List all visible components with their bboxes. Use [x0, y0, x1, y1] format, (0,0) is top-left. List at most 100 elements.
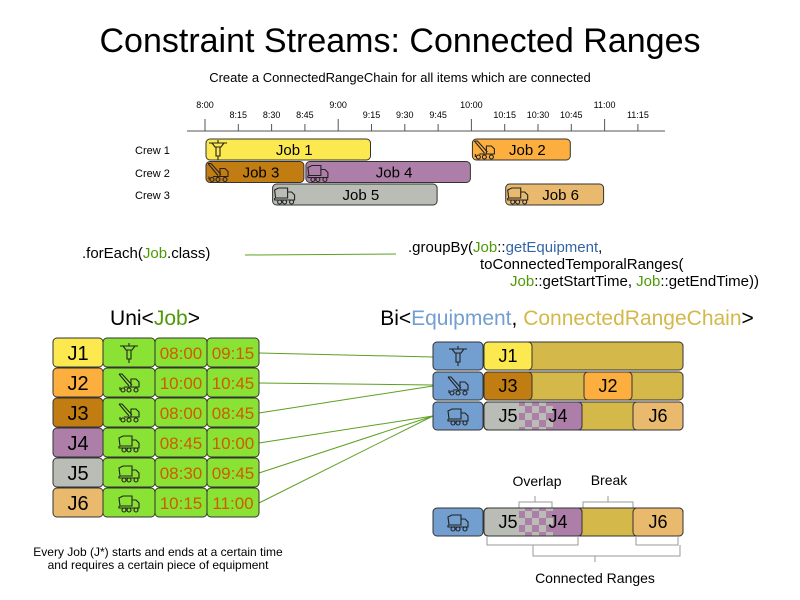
uni-row: J4 08:45 10:00 — [52, 427, 260, 458]
break-label: Break — [591, 472, 629, 488]
job-chip — [483, 341, 533, 371]
svg-text:J3: J3 — [498, 376, 517, 396]
uni-table: J1 08:00 09:15 J2 10:00 10:45 J3 08:00 08:45 J4 08… — [52, 337, 260, 518]
svg-text:toConnectedTemporalRanges(: toConnectedTemporalRanges( — [480, 256, 683, 273]
end-time: 10:00 — [212, 434, 255, 453]
svg-text:J4: J4 — [548, 406, 567, 426]
hour-tick-label: 11:00 — [594, 100, 616, 110]
job-bar-rect — [505, 183, 605, 206]
job-bar-label: Job 3 — [243, 165, 280, 182]
uni-row: J1 08:00 09:15 — [52, 337, 260, 368]
hour-tick-label: 10:00 — [460, 100, 483, 110]
timeline: 8:00 9:00 10:00 11:00 8:15 8:30 8:45 9:15 9:30 9:… — [135, 100, 665, 206]
start-time: 10:00 — [160, 374, 203, 393]
job-bar-rect — [205, 161, 305, 183]
quarter-tick-label: 9:15 — [363, 110, 381, 120]
end-time: 11:00 — [212, 494, 253, 513]
overlap-bracket — [518, 496, 553, 508]
page-title: Constraint Streams: Connected Ranges — [100, 22, 701, 60]
job-id: J5 — [67, 463, 88, 485]
range-brackets — [486, 537, 679, 546]
job-bar-label: Job 6 — [542, 187, 579, 204]
subtitle: Create a ConnectedRangeChain for all ite… — [209, 70, 591, 85]
bi-row-crane-truck: J3 J2 — [432, 371, 684, 401]
bi-row-dump-truck: J5 J4 J6 — [432, 401, 684, 431]
job-bar-label: Job 2 — [509, 142, 546, 159]
caption-line-2: and requires a certain piece of equipmen… — [48, 558, 269, 572]
job-bar-label: Job 4 — [376, 165, 413, 182]
quarter-tick-label: 8:45 — [296, 110, 314, 120]
job-bar[interactable]: Job 4 — [305, 161, 471, 183]
quarter-tick-label: 11:15 — [627, 110, 649, 120]
job-id: J6 — [67, 493, 88, 515]
start-time: 08:45 — [160, 434, 203, 453]
job-bar-rect — [205, 138, 371, 161]
svg-text:Job::getStartTime, Job::getEnd: Job::getStartTime, Job::getEndTime)) — [510, 273, 759, 290]
job-bar-rect — [471, 138, 571, 161]
job-bar[interactable]: Job 1 — [205, 138, 371, 161]
quarter-tick-label: 8:30 — [263, 110, 281, 120]
uni-row: J2 10:00 10:45 — [52, 367, 260, 398]
svg-text:J6: J6 — [648, 512, 667, 532]
end-time: 09:45 — [212, 464, 255, 483]
overlap-label: Overlap — [512, 473, 561, 489]
break-bracket — [582, 496, 634, 508]
job-bar-rect — [305, 161, 471, 183]
groupby-code: .groupBy(Job::getEquipment, toConnectedT… — [408, 239, 759, 290]
uni-row: J5 08:30 09:45 — [52, 457, 260, 488]
connected-bracket — [532, 545, 681, 562]
job-chip — [583, 371, 633, 401]
hour-tick-label: 9:00 — [329, 100, 347, 110]
quarter-tick-label: 9:45 — [429, 110, 447, 120]
job-bar-label: Job 5 — [342, 187, 379, 204]
foreach-code: .forEach(Job.class) — [82, 245, 210, 262]
job-id: J4 — [67, 433, 88, 455]
job-id: J2 — [67, 373, 88, 395]
end-time: 09:15 — [212, 344, 255, 363]
uni-title: Uni<Job> — [110, 307, 200, 330]
start-time: 08:00 — [160, 404, 203, 423]
bi-table: J1 J3 J2 J5 J4 J6 — [432, 341, 684, 431]
crew-label: Crew 2 — [135, 168, 170, 180]
job-id: J1 — [67, 343, 88, 365]
quarter-tick-label: 10:30 — [527, 110, 550, 120]
quarter-tick-label: 9:30 — [396, 110, 414, 120]
quarter-tick-label: 10:15 — [493, 110, 516, 120]
uni-row: J6 10:15 11:00 — [52, 487, 260, 518]
connected-range-detail: Overlap Break J5 J4 J6 Connected Ranges — [432, 472, 684, 586]
job-id: J3 — [67, 403, 88, 425]
svg-text:.groupBy(Job::getEquipment,: .groupBy(Job::getEquipment, — [408, 239, 602, 256]
start-time: 08:30 — [160, 464, 203, 483]
flow-connector — [244, 253, 397, 256]
end-time: 10:45 — [212, 374, 255, 393]
job-bar[interactable]: Job 3 — [205, 161, 305, 183]
svg-text:J2: J2 — [598, 376, 617, 396]
crew-label: Crew 3 — [135, 190, 170, 202]
job-bar[interactable]: Job 2 — [471, 138, 571, 161]
bi-title: Bi<Equipment, ConnectedRangeChain> — [380, 307, 754, 330]
job-bar[interactable]: Job 6 — [505, 183, 605, 206]
job-bar[interactable]: Job 5 — [272, 183, 438, 206]
job-chip — [632, 401, 684, 431]
bi-row-jackhammer: J1 — [432, 341, 684, 371]
caption-line-1: Every Job (J*) starts and ends at a cert… — [33, 545, 283, 559]
grouping-links — [258, 352, 434, 504]
svg-text:J1: J1 — [498, 346, 517, 366]
start-time: 08:00 — [160, 344, 203, 363]
end-time: 08:45 — [212, 404, 255, 423]
crew-label: Crew 1 — [135, 145, 170, 157]
svg-text:J5: J5 — [498, 406, 517, 426]
job-bar-rect — [272, 183, 438, 206]
job-bar-label: Job 1 — [276, 142, 313, 159]
connected-ranges-label: Connected Ranges — [535, 570, 655, 586]
hour-tick-label: 8:00 — [196, 100, 214, 110]
quarter-tick-label: 10:45 — [560, 110, 583, 120]
svg-text:J6: J6 — [648, 406, 667, 426]
uni-row: J3 08:00 08:45 — [52, 397, 260, 428]
start-time: 10:15 — [160, 494, 203, 513]
svg-text:J5: J5 — [498, 512, 517, 532]
job-chip — [483, 371, 533, 401]
quarter-tick-label: 8:15 — [230, 110, 248, 120]
svg-text:J4: J4 — [548, 512, 567, 532]
